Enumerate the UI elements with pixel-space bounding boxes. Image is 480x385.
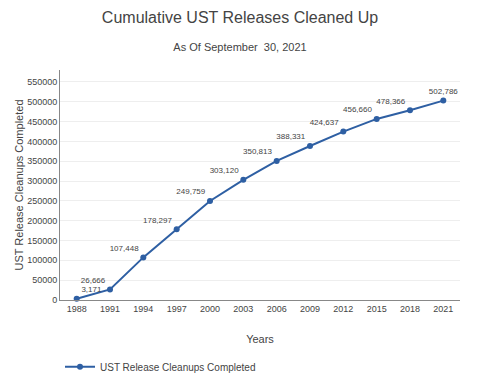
svg-text:424,637: 424,637 bbox=[310, 118, 339, 127]
svg-text:300000: 300000 bbox=[27, 176, 57, 186]
svg-text:502,786: 502,786 bbox=[429, 87, 458, 96]
svg-text:388,331: 388,331 bbox=[276, 132, 305, 141]
svg-text:UST Release Cleanups Completed: UST Release Cleanups Completed bbox=[100, 362, 255, 373]
svg-text:100000: 100000 bbox=[27, 255, 57, 265]
svg-text:As Of September 30, 2021: As Of September 30, 2021 bbox=[173, 41, 306, 53]
svg-text:UST Release Cleanups Completed: UST Release Cleanups Completed bbox=[13, 100, 25, 271]
svg-text:50000: 50000 bbox=[32, 275, 57, 285]
svg-text:2000: 2000 bbox=[200, 304, 220, 314]
svg-text:107,448: 107,448 bbox=[110, 244, 139, 253]
svg-text:249,759: 249,759 bbox=[176, 187, 205, 196]
svg-text:0: 0 bbox=[52, 295, 57, 305]
svg-text:500000: 500000 bbox=[27, 97, 57, 107]
svg-text:1994: 1994 bbox=[133, 304, 153, 314]
svg-text:Cumulative UST Releases Cleane: Cumulative UST Releases Cleaned Up bbox=[102, 9, 378, 26]
svg-text:350000: 350000 bbox=[27, 156, 57, 166]
svg-text:2012: 2012 bbox=[333, 304, 353, 314]
svg-text:2018: 2018 bbox=[400, 304, 420, 314]
svg-text:26,666: 26,666 bbox=[81, 276, 106, 285]
svg-text:450000: 450000 bbox=[27, 117, 57, 127]
svg-text:456,660: 456,660 bbox=[343, 105, 372, 114]
svg-text:2006: 2006 bbox=[267, 304, 287, 314]
svg-text:2009: 2009 bbox=[300, 304, 320, 314]
svg-text:1988: 1988 bbox=[67, 304, 87, 314]
svg-text:3,171: 3,171 bbox=[81, 285, 102, 294]
svg-text:400000: 400000 bbox=[27, 137, 57, 147]
svg-text:150000: 150000 bbox=[27, 236, 57, 246]
svg-text:200000: 200000 bbox=[27, 216, 57, 226]
svg-text:478,366: 478,366 bbox=[376, 97, 405, 106]
svg-text:303,120: 303,120 bbox=[210, 166, 239, 175]
svg-text:250000: 250000 bbox=[27, 196, 57, 206]
svg-text:2015: 2015 bbox=[367, 304, 387, 314]
svg-text:1997: 1997 bbox=[167, 304, 187, 314]
svg-text:350,813: 350,813 bbox=[243, 147, 272, 156]
svg-text:178,297: 178,297 bbox=[143, 216, 172, 225]
svg-text:Years: Years bbox=[246, 333, 274, 345]
svg-text:550000: 550000 bbox=[27, 77, 57, 87]
svg-text:2021: 2021 bbox=[433, 304, 453, 314]
svg-text:1991: 1991 bbox=[100, 304, 120, 314]
svg-text:2003: 2003 bbox=[233, 304, 253, 314]
